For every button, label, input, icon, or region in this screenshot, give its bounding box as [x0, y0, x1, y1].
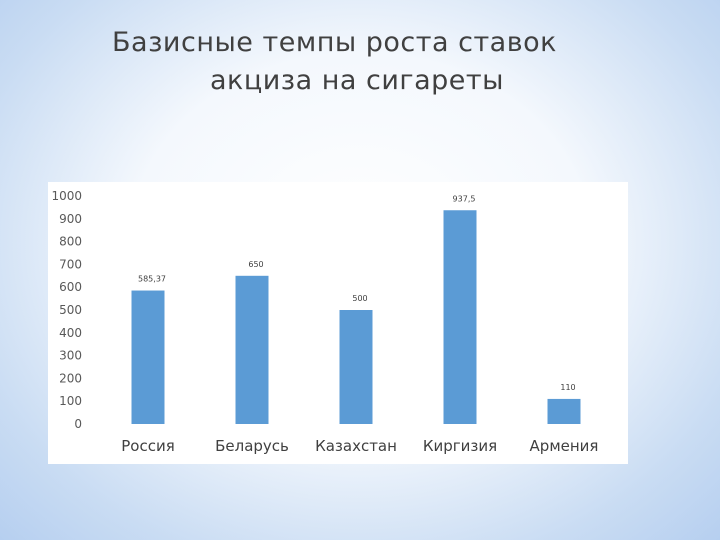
bar-chart: 0 100 200 300 400 500 600 700 800 900 1000 585,37 6…: [51, 189, 598, 455]
title-line-1: Базисные темпы роста ставок: [112, 27, 557, 58]
y-tick-label: 100: [59, 394, 82, 408]
y-tick-label: 900: [59, 212, 82, 226]
y-tick-label: 300: [59, 349, 82, 363]
category-label: Россия: [121, 437, 175, 455]
category-label: Казахстан: [315, 437, 397, 455]
y-tick-label: 700: [59, 257, 82, 271]
y-axis-ticks: 0 100 200 300 400 500 600 700 800 900 1000: [51, 189, 82, 431]
bar: [235, 275, 269, 424]
y-tick-label: 400: [59, 326, 82, 340]
category-label: Армения: [530, 437, 599, 455]
data-label: 650: [248, 260, 263, 269]
title-line-2: акциза на сигареты: [210, 65, 504, 96]
bar: [547, 398, 581, 424]
y-tick-label: 600: [59, 280, 82, 294]
y-tick-label: 200: [59, 371, 82, 385]
chart-panel: 0 100 200 300 400 500 600 700 800 900 1000 585,37 6…: [48, 182, 628, 464]
y-tick-label: 0: [74, 417, 82, 431]
y-tick-label: 500: [59, 303, 82, 317]
data-label: 500: [352, 294, 367, 303]
y-tick-label: 1000: [51, 189, 82, 203]
category-labels: Россия Беларусь Казахстан Киргизия Армения: [121, 437, 598, 455]
category-label: Киргизия: [423, 437, 497, 455]
data-label: 937,5: [453, 194, 476, 203]
bar: [339, 310, 373, 424]
bar: [131, 290, 165, 424]
data-label: 110: [560, 383, 575, 392]
bar: [443, 210, 477, 424]
data-labels: 585,37 650 500 937,5 110: [138, 194, 576, 392]
data-label: 585,37: [138, 275, 166, 284]
y-tick-label: 800: [59, 235, 82, 249]
bars: [131, 210, 581, 424]
slide-title: Базисные темпы роста ставок акциза на си…: [0, 24, 720, 100]
category-label: Беларусь: [215, 437, 289, 455]
